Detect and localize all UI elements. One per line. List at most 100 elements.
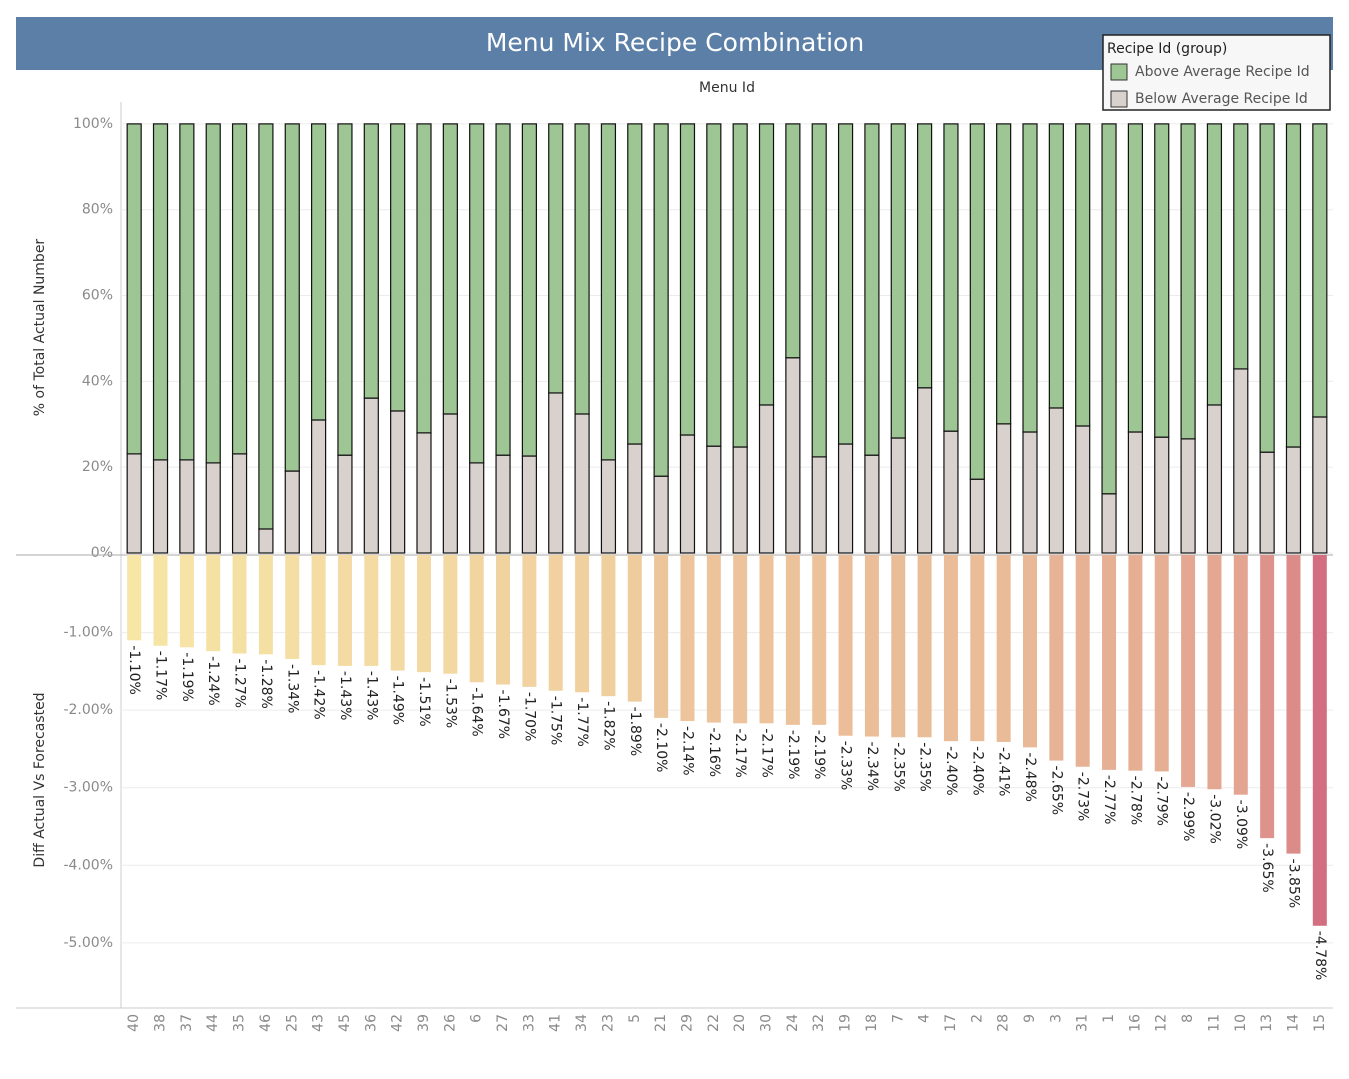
value-label: -1.27% bbox=[232, 659, 248, 709]
x-tick-label: 33 bbox=[521, 1014, 537, 1032]
x-tick-label: 36 bbox=[363, 1014, 379, 1032]
bar-segment bbox=[1312, 416, 1328, 554]
bar bbox=[1286, 555, 1301, 854]
value-label: -1.42% bbox=[311, 670, 327, 720]
bar-segment bbox=[469, 123, 485, 464]
bar-segment bbox=[969, 123, 985, 480]
bar-segment bbox=[917, 123, 933, 389]
bar-segment bbox=[943, 123, 959, 432]
value-label: -1.34% bbox=[284, 664, 300, 714]
bar-segment bbox=[205, 123, 221, 464]
bar-segment bbox=[152, 459, 169, 554]
x-tick-label: 6 bbox=[469, 1014, 485, 1023]
value-label: -1.64% bbox=[469, 687, 485, 737]
value-label: -2.35% bbox=[917, 742, 933, 792]
bar-segment bbox=[706, 123, 722, 447]
bar-segment bbox=[679, 434, 696, 554]
x-tick-label: 19 bbox=[838, 1014, 854, 1032]
y-axis-title: Diff Actual Vs Forecasted bbox=[32, 692, 48, 867]
x-tick-label: 24 bbox=[785, 1014, 801, 1032]
bar-segment bbox=[548, 123, 564, 394]
x-tick-label: 26 bbox=[442, 1014, 458, 1032]
value-label: -2.16% bbox=[706, 728, 722, 778]
x-tick-label: 16 bbox=[1127, 1014, 1143, 1032]
bar bbox=[891, 555, 906, 738]
bar-segment bbox=[469, 462, 485, 554]
x-tick-label: 17 bbox=[943, 1014, 959, 1032]
value-label: -1.75% bbox=[548, 696, 564, 746]
bar bbox=[548, 555, 563, 691]
value-label: -1.77% bbox=[574, 697, 590, 747]
bar bbox=[206, 555, 221, 652]
bar-segment bbox=[890, 123, 906, 439]
value-label: -2.40% bbox=[943, 746, 959, 796]
bar-segment bbox=[258, 528, 274, 554]
bar bbox=[706, 555, 721, 723]
bar-segment bbox=[231, 453, 248, 554]
bar-segment bbox=[600, 123, 617, 461]
x-tick-label: 1 bbox=[1101, 1014, 1117, 1023]
bar-segment bbox=[495, 123, 511, 456]
x-tick-label: 39 bbox=[416, 1014, 432, 1032]
bar bbox=[469, 555, 484, 683]
bar-segment bbox=[390, 410, 406, 554]
bar bbox=[337, 555, 352, 666]
bar-segment bbox=[996, 123, 1012, 425]
bar-segment bbox=[205, 462, 221, 554]
bar-segment bbox=[284, 123, 300, 472]
x-tick-label: 43 bbox=[311, 1014, 327, 1032]
value-label: -2.48% bbox=[1022, 752, 1038, 802]
value-label: -3.85% bbox=[1285, 859, 1301, 909]
bar-segment bbox=[416, 123, 432, 434]
bar-segment bbox=[126, 453, 142, 554]
bar-segment bbox=[231, 123, 248, 455]
bar-segment bbox=[1022, 431, 1038, 554]
value-label: -2.19% bbox=[811, 730, 827, 780]
bar bbox=[1102, 555, 1117, 770]
bar-segment bbox=[996, 423, 1012, 554]
bar-segment bbox=[653, 123, 669, 477]
bar-segment bbox=[758, 404, 775, 554]
x-tick-label: 42 bbox=[390, 1014, 406, 1032]
bar-segment bbox=[969, 478, 985, 554]
x-tick-label: 44 bbox=[205, 1014, 221, 1032]
x-tick-label: 10 bbox=[1233, 1014, 1249, 1032]
bar-segment bbox=[521, 455, 537, 554]
bar bbox=[127, 555, 142, 641]
bar-segment bbox=[442, 413, 458, 554]
x-tick-label: 38 bbox=[153, 1014, 169, 1032]
bar-segment bbox=[337, 454, 353, 554]
bar-segment bbox=[311, 419, 327, 554]
x-tick-label: 28 bbox=[996, 1014, 1012, 1032]
bar-segment bbox=[152, 123, 169, 461]
bar bbox=[443, 555, 458, 674]
bar bbox=[864, 555, 879, 737]
y-tick-label: -3.00% bbox=[63, 780, 113, 796]
x-tick-label: 9 bbox=[1022, 1014, 1038, 1023]
bar-segment bbox=[284, 470, 300, 554]
bar-segment bbox=[732, 123, 748, 448]
bar-segment bbox=[1154, 123, 1170, 438]
bar-segment bbox=[1075, 425, 1091, 554]
bar-segment bbox=[1180, 438, 1196, 554]
y-axis-title: % of Total Actual Number bbox=[32, 239, 48, 417]
bar bbox=[1128, 555, 1143, 771]
value-label: -1.24% bbox=[205, 656, 221, 706]
bar bbox=[627, 555, 642, 702]
value-label: -2.79% bbox=[1154, 776, 1170, 826]
x-tick-label: 25 bbox=[284, 1014, 300, 1032]
bar-segment bbox=[337, 123, 353, 456]
bar bbox=[680, 555, 695, 721]
bar-segment bbox=[1180, 123, 1196, 440]
bar-segment bbox=[1233, 368, 1249, 554]
bar-segment bbox=[785, 357, 801, 554]
y-tick-label: -1.00% bbox=[63, 625, 113, 641]
bar-segment bbox=[627, 443, 643, 554]
x-tick-label: 2 bbox=[969, 1014, 985, 1023]
value-label: -3.65% bbox=[1259, 843, 1275, 893]
x-tick-label: 34 bbox=[574, 1014, 590, 1032]
value-label: -1.17% bbox=[153, 651, 169, 701]
bar bbox=[1049, 555, 1064, 761]
bar-segment bbox=[442, 123, 458, 415]
value-label: -2.19% bbox=[785, 730, 801, 780]
